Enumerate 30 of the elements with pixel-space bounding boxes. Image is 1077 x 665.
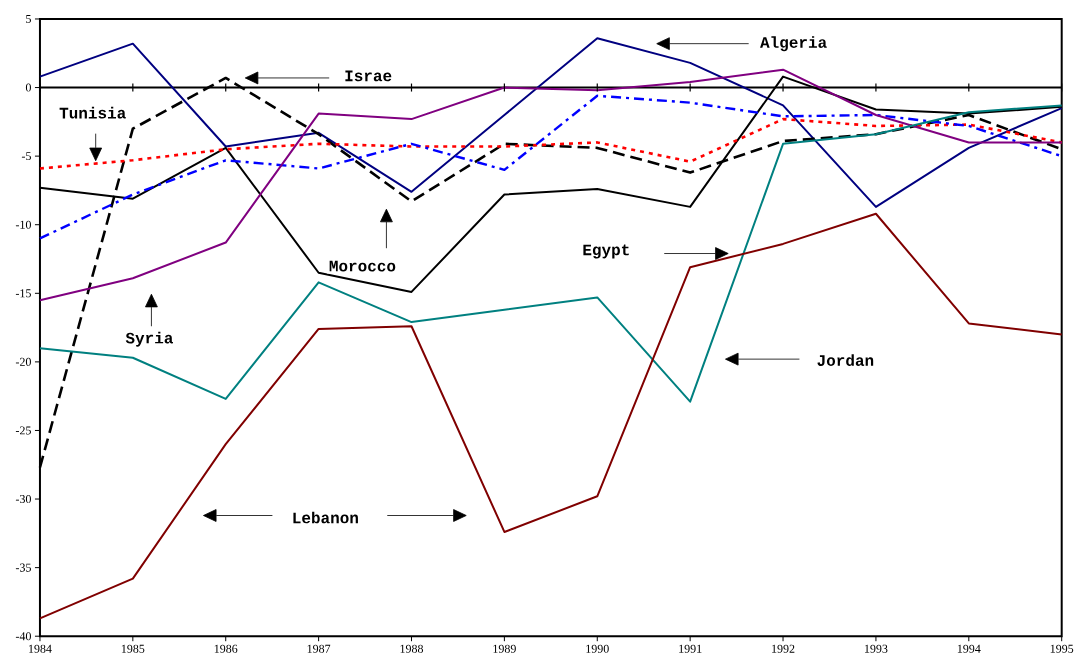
annotation: Algeria bbox=[760, 36, 827, 52]
x-tick-label: 1985 bbox=[121, 644, 145, 653]
y-tick-label: -25 bbox=[15, 426, 31, 435]
x-tick-label: 1984 bbox=[29, 644, 52, 653]
annotation: Jordan bbox=[817, 354, 874, 366]
x-tick-label: 1991 bbox=[679, 644, 702, 653]
y-tick-label: 0 bbox=[25, 83, 31, 92]
y-tick-label: -30 bbox=[15, 494, 31, 503]
x-tick-label: 1986 bbox=[214, 644, 238, 653]
y-tick-label: -10 bbox=[15, 220, 31, 229]
annotation: Tunisia bbox=[59, 106, 126, 119]
y-tick-label: -40 bbox=[15, 632, 31, 641]
x-tick-label: 1989 bbox=[493, 644, 516, 653]
y-tick-label: -15 bbox=[15, 289, 31, 298]
y-tick-label: -20 bbox=[15, 357, 31, 366]
annotation: Israe bbox=[345, 70, 392, 82]
x-tick-label: 1988 bbox=[400, 644, 424, 653]
x-tick-label: 1987 bbox=[307, 644, 331, 653]
x-tick-label: 1992 bbox=[772, 644, 795, 653]
annotation: Egypt bbox=[583, 244, 629, 259]
x-tick-label: 1995 bbox=[1050, 644, 1074, 653]
y-tick-label: -35 bbox=[15, 563, 31, 572]
annotation: Morocco bbox=[329, 260, 396, 272]
annotation: Syria bbox=[125, 331, 173, 347]
y-tick-label: 5 bbox=[26, 14, 31, 23]
annotation: Lebanon bbox=[293, 511, 358, 524]
x-tick-label: 1990 bbox=[586, 644, 609, 653]
y-tick-label: -5 bbox=[21, 152, 31, 161]
x-tick-label: 1994 bbox=[957, 644, 981, 653]
x-tick-label: 1993 bbox=[864, 644, 888, 653]
